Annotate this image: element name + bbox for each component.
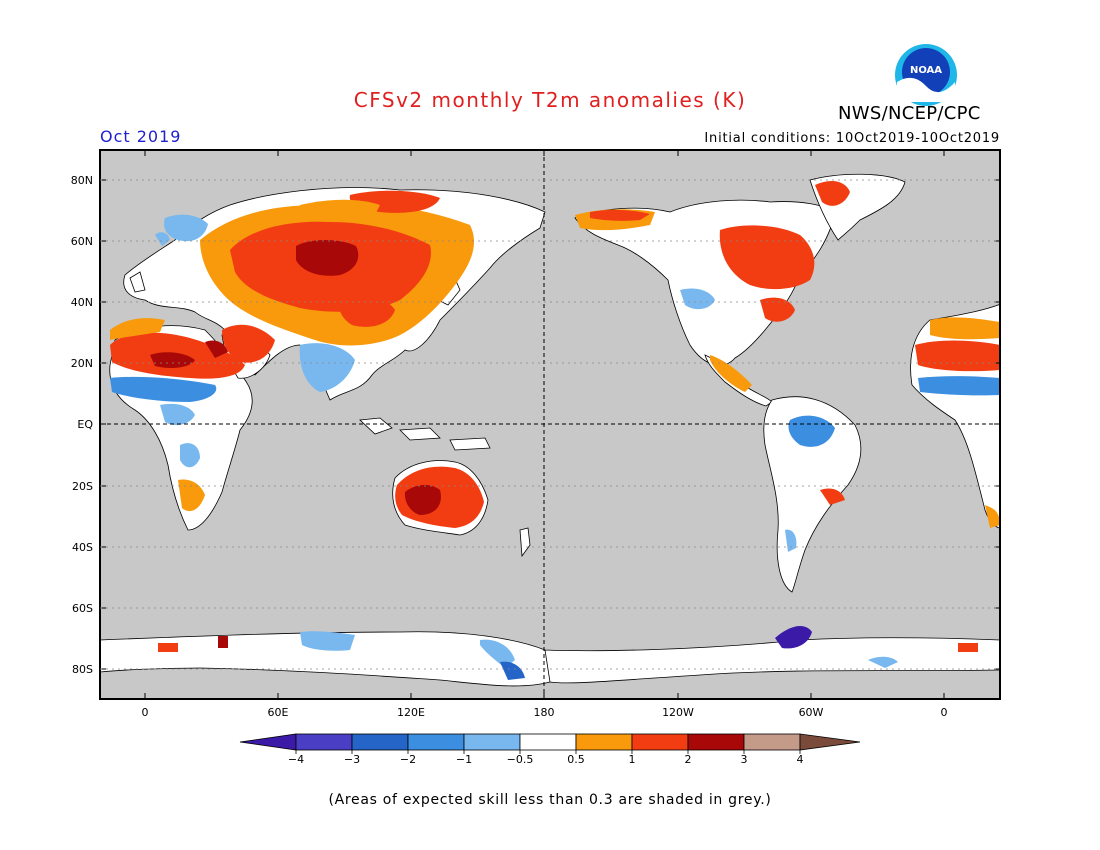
colorbar-label: 4	[797, 753, 804, 766]
lon-label-0: 0	[142, 706, 149, 719]
longitude-axis: 0 60E 120E 180 120W 60W 0	[142, 150, 948, 719]
lon-label-120e: 120E	[397, 706, 425, 719]
month-label: Oct 2019	[100, 127, 182, 146]
lat-label-40s: 40S	[72, 541, 93, 554]
lon-label-180: 180	[534, 706, 555, 719]
lon-label-60w: 60W	[799, 706, 824, 719]
colorbar-box	[295, 733, 353, 751]
colorbar-label: 0.5	[567, 753, 585, 766]
colorbar-box	[519, 733, 577, 751]
lon-label-0: 0	[941, 706, 948, 719]
colorbar-left-arrow	[239, 733, 297, 751]
uk-islands	[129, 271, 146, 293]
anomaly-map: 80N 60N 40N 20N EQ 20S 40S 60S 80S 0 60E 120E 180 12…	[71, 149, 1001, 719]
lat-label-40n: 40N	[71, 296, 93, 309]
colorbar-box	[743, 733, 801, 751]
colorbar: −4 −3 −2 −1 −0.5 0.5 1 2 3 4	[239, 733, 861, 766]
latitude-axis: 80N 60N 40N 20N EQ 20S 40S 60S 80S	[71, 174, 1000, 676]
colorbar-label: −4	[288, 753, 304, 766]
lon-label-60e: 60E	[268, 706, 289, 719]
indonesia-islands	[359, 417, 491, 451]
colorbar-label: 2	[685, 753, 692, 766]
noaa-logo: NOAA	[895, 44, 957, 106]
colorbar-label: −0.5	[507, 753, 534, 766]
colorbar-label: −3	[344, 753, 360, 766]
anomaly-shading	[110, 180, 1000, 680]
colorbar-box	[631, 733, 689, 751]
colorbar-label: 1	[629, 753, 636, 766]
lat-label-80n: 80N	[71, 174, 93, 187]
colorbar-box	[575, 733, 633, 751]
lat-label-20s: 20S	[72, 480, 93, 493]
lat-label-eq: EQ	[77, 418, 93, 431]
noaa-logo-text: NOAA	[910, 65, 942, 76]
lat-label-60s: 60S	[72, 602, 93, 615]
colorbar-right-arrow	[799, 733, 861, 751]
colorbar-box	[407, 733, 465, 751]
lat-label-60n: 60N	[71, 235, 93, 248]
initial-conditions-label: Initial conditions: 10Oct2019-10Oct2019	[704, 131, 1000, 146]
colorbar-label: 3	[741, 753, 748, 766]
lat-label-20n: 20N	[71, 357, 93, 370]
colorbar-label: −2	[400, 753, 416, 766]
chart-title: CFSv2 monthly T2m anomalies (K)	[353, 88, 747, 112]
org-label: NWS/NCEP/CPC	[838, 103, 981, 124]
colorbar-box	[687, 733, 745, 751]
colorbar-box	[351, 733, 409, 751]
colorbar-box	[463, 733, 521, 751]
lat-label-80s: 80S	[72, 663, 93, 676]
lon-label-120w: 120W	[662, 706, 694, 719]
colorbar-label: −1	[456, 753, 472, 766]
skill-footnote: (Areas of expected skill less than 0.3 a…	[328, 792, 772, 808]
